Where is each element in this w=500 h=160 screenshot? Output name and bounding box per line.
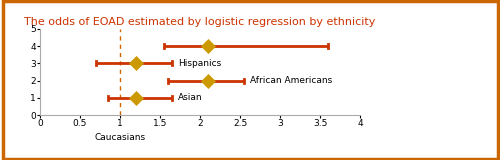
Title: The odds of EOAD estimated by logistic regression by ethnicity: The odds of EOAD estimated by logistic r…: [24, 17, 376, 27]
Text: Caucasians: Caucasians: [94, 133, 146, 142]
Text: Asian: Asian: [178, 93, 203, 102]
Text: Hispanics: Hispanics: [178, 59, 222, 68]
Text: African Americans: African Americans: [250, 76, 332, 85]
